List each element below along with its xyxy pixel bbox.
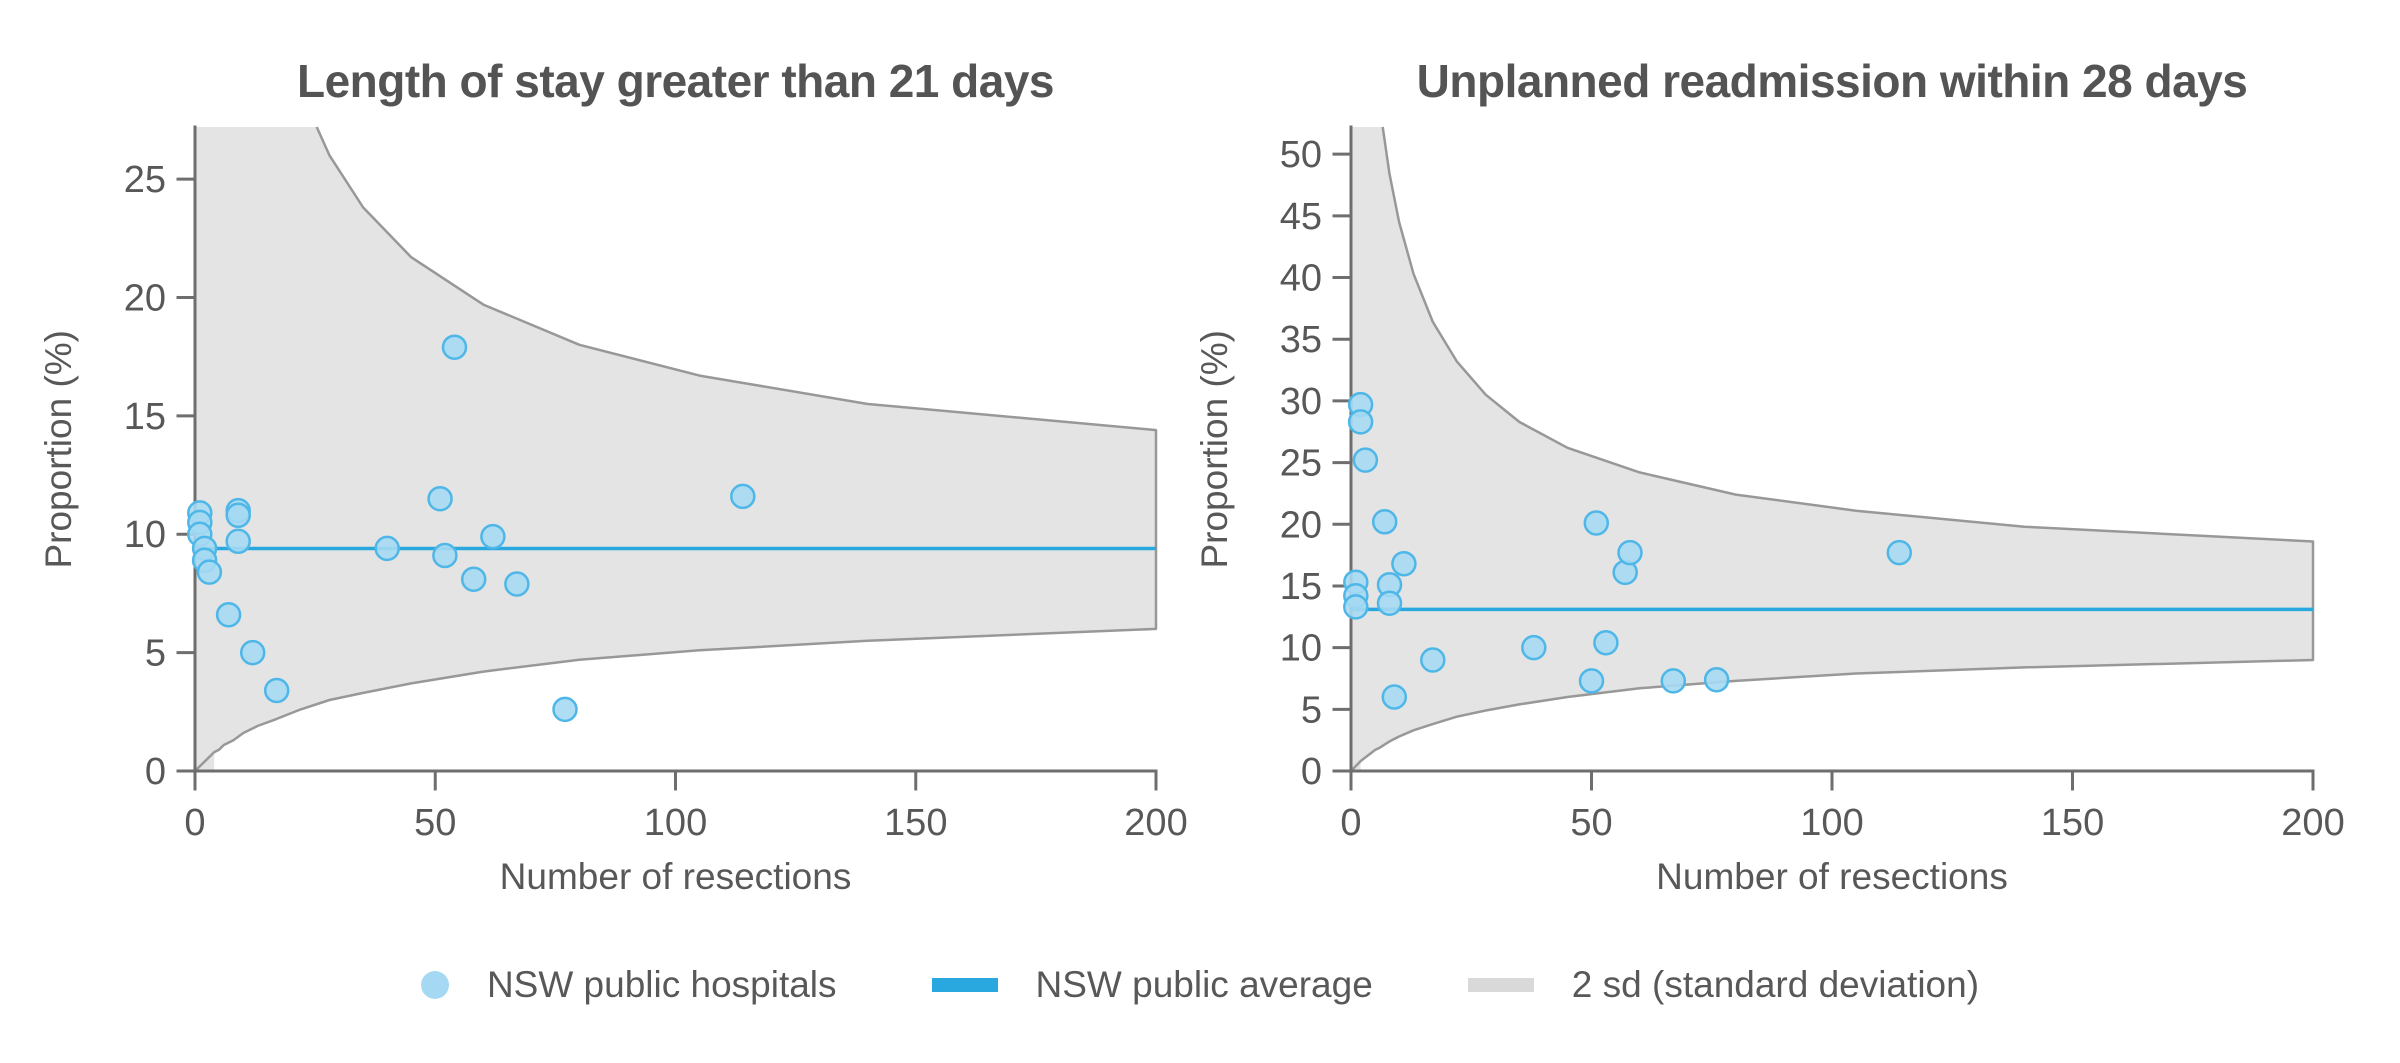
x-tick-label: 50 xyxy=(1570,802,1612,844)
x-tick-label: 150 xyxy=(884,802,947,844)
data-point xyxy=(263,677,290,704)
data-point xyxy=(1420,647,1446,673)
left-y-axis-title: Proportion (%) xyxy=(38,329,79,569)
y-tick-label: 20 xyxy=(124,277,166,319)
sd-band-outline xyxy=(1350,126,2315,772)
y-tick-label: 0 xyxy=(145,751,166,793)
data-point xyxy=(441,334,468,360)
legend: NSW public hospitals NSW public average … xyxy=(0,950,2400,1020)
data-point xyxy=(1371,509,1398,535)
data-point xyxy=(1703,666,1730,693)
x-tick-label: 100 xyxy=(644,802,707,844)
axes xyxy=(176,125,1158,791)
data-point xyxy=(730,483,756,510)
tick-labels: 0 5 10 15 20 25 0 50 100 150 200 xyxy=(124,159,1188,844)
x-tick-label: 200 xyxy=(1124,802,1187,844)
data-point xyxy=(239,639,266,666)
y-tick-label: 50 xyxy=(1280,134,1322,176)
data-point xyxy=(480,523,506,550)
y-tick-label: 10 xyxy=(124,514,166,556)
data-points xyxy=(1343,391,1913,710)
average-line-icon xyxy=(931,978,998,992)
data-point xyxy=(1593,629,1619,656)
data-point xyxy=(1617,539,1643,566)
x-tick-label: 100 xyxy=(1800,802,1863,844)
y-tick-label: 0 xyxy=(1301,751,1322,793)
data-point xyxy=(196,559,223,585)
sd-band xyxy=(195,127,1156,771)
data-point xyxy=(552,696,578,723)
legend-item-average: NSW public average xyxy=(931,964,1373,1006)
y-tick-label: 5 xyxy=(145,633,166,675)
left-chart-title: Length of stay greater than 21 days xyxy=(296,55,1055,107)
data-point xyxy=(1886,539,1913,566)
right-x-axis-title: Number of resections xyxy=(1656,856,2008,897)
y-tick-label: 15 xyxy=(1280,566,1322,608)
y-tick-label: 25 xyxy=(1280,443,1322,485)
y-tick-label: 5 xyxy=(1301,689,1322,731)
data-point xyxy=(1381,684,1408,710)
data-point xyxy=(1521,634,1547,661)
sd-band-icon xyxy=(1467,978,1534,992)
y-tick-label: 35 xyxy=(1280,319,1322,361)
y-tick-label: 10 xyxy=(1280,628,1322,670)
y-tick-label: 40 xyxy=(1280,258,1322,300)
axes xyxy=(1332,125,2315,791)
x-tick-label: 0 xyxy=(184,802,205,844)
x-tick-label: 50 xyxy=(414,802,456,844)
tick-labels: 0 5 10 15 20 25 30 35 40 45 50 0 50 100 150 200 xyxy=(1280,134,2345,844)
y-tick-label: 25 xyxy=(124,159,166,201)
y-tick-label: 45 xyxy=(1280,196,1322,238)
y-tick-label: 30 xyxy=(1280,381,1322,423)
hospital-dot-icon xyxy=(420,971,449,999)
data-point xyxy=(432,542,458,569)
legend-label: NSW public average xyxy=(1035,964,1373,1005)
data-point xyxy=(1391,550,1417,577)
legend-item-sd-band: 2 sd (standard deviation) xyxy=(1467,964,1980,1006)
x-tick-label: 150 xyxy=(2041,802,2104,844)
data-point xyxy=(1578,668,1605,694)
right-y-axis-title: Proportion (%) xyxy=(1194,329,1235,569)
y-tick-label: 15 xyxy=(124,396,166,438)
data-point xyxy=(427,485,453,512)
y-tick-label: 20 xyxy=(1280,504,1322,546)
data-point xyxy=(1347,409,1374,435)
data-point xyxy=(225,528,251,555)
sd-band-outline xyxy=(194,126,1158,772)
right-chart-title: Unplanned readmission within 28 days xyxy=(1416,55,2248,107)
data-point xyxy=(1376,590,1403,616)
data-point xyxy=(1660,668,1687,694)
data-points xyxy=(187,334,756,723)
legend-label: 2 sd (standard deviation) xyxy=(1571,964,1980,1005)
data-point xyxy=(225,502,251,529)
data-point xyxy=(215,601,242,628)
data-point xyxy=(504,571,530,597)
data-point xyxy=(1343,594,1369,620)
data-point xyxy=(460,566,487,592)
x-tick-label: 200 xyxy=(2281,802,2344,844)
data-point xyxy=(1352,447,1379,473)
data-point xyxy=(1583,510,1610,536)
x-tick-label: 0 xyxy=(1340,802,1361,844)
legend-label: NSW public hospitals xyxy=(486,964,837,1005)
legend-item-hospitals: NSW public hospitals xyxy=(420,964,837,1006)
left-x-axis-title: Number of resections xyxy=(499,856,852,897)
data-point xyxy=(374,535,400,562)
